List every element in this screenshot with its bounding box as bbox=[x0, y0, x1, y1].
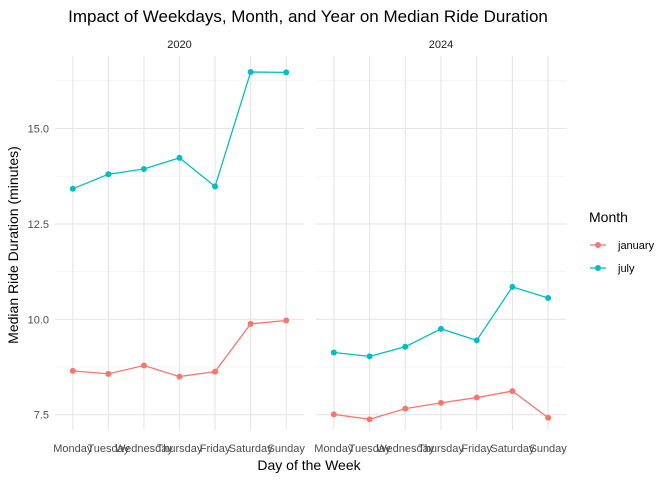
x-tick-label-monday: Monday bbox=[53, 443, 93, 455]
x-axis-title: Day of the Week bbox=[257, 457, 361, 473]
legend-item-july: july bbox=[590, 263, 635, 275]
legend-label-july: july bbox=[617, 263, 635, 275]
data-point-january-tuesday bbox=[105, 370, 112, 377]
data-point-january-thursday bbox=[438, 399, 444, 406]
data-point-january-thursday bbox=[176, 373, 183, 380]
x-tick-label-saturday: Saturday bbox=[490, 443, 535, 455]
legend-item-january: january bbox=[590, 240, 655, 252]
data-point-july-saturday bbox=[247, 69, 254, 76]
facet-panel-2024: 2024 MondayTuesdayWednesdayThursdayFriday… bbox=[314, 39, 567, 455]
legend-title: Month bbox=[589, 209, 628, 225]
x-tick-label-wednesday: Wednesday bbox=[376, 443, 434, 455]
data-point-january-saturday bbox=[247, 320, 254, 327]
data-point-july-friday bbox=[212, 183, 219, 190]
data-point-july-wednesday bbox=[140, 165, 147, 172]
data-point-july-sunday bbox=[283, 69, 290, 76]
x-tick-label-monday: Monday bbox=[314, 443, 354, 455]
y-tick-label: 10.0 bbox=[28, 314, 49, 326]
data-point-january-friday bbox=[212, 368, 219, 375]
y-tick-label: 15.0 bbox=[28, 124, 49, 136]
x-tick-label-friday: Friday bbox=[461, 443, 492, 455]
x-tick-label-saturday: Saturday bbox=[229, 443, 274, 455]
data-point-january-sunday bbox=[283, 317, 290, 324]
x-tick-label-friday: Friday bbox=[200, 443, 231, 455]
data-point-january-friday bbox=[473, 394, 480, 401]
facet-label-2020: 2020 bbox=[167, 39, 191, 51]
y-tick-label: 12.5 bbox=[28, 219, 49, 231]
legend: Month january july bbox=[589, 209, 655, 275]
data-point-july-tuesday bbox=[366, 353, 373, 360]
chart-title: Impact of Weekdays, Month, and Year on M… bbox=[68, 7, 548, 26]
data-point-january-sunday bbox=[545, 414, 552, 421]
data-point-july-wednesday bbox=[402, 343, 409, 350]
legend-label-january: january bbox=[617, 240, 655, 252]
data-point-july-tuesday bbox=[105, 171, 112, 178]
x-tick-label-thursday: Thursday bbox=[157, 443, 203, 455]
data-point-january-wednesday bbox=[402, 405, 409, 412]
x-tick-label-tuesday: Tuesday bbox=[349, 443, 391, 455]
x-tick-label-sunday: Sunday bbox=[529, 443, 567, 455]
x-tick-label-thursday: Thursday bbox=[418, 443, 464, 455]
data-point-july-saturday bbox=[509, 283, 516, 290]
data-point-january-monday bbox=[69, 367, 76, 374]
x-tick-label-sunday: Sunday bbox=[268, 443, 306, 455]
data-point-january-saturday bbox=[509, 388, 516, 395]
chart-panels: 2020MondayTuesdayWednesdayThursdayFriday… bbox=[28, 39, 568, 455]
facet-panel-2020: 2020 MondayTuesdayWednesdayThursdayFriday… bbox=[53, 39, 305, 455]
legend-key-point-july bbox=[595, 265, 601, 271]
legend-key-point-january bbox=[595, 242, 601, 248]
data-point-july-monday bbox=[69, 185, 76, 192]
data-point-july-thursday bbox=[176, 154, 183, 161]
data-point-july-sunday bbox=[545, 294, 552, 301]
y-axis-title: Median Ride Duration (minutes) bbox=[5, 146, 21, 344]
legend-items: january july bbox=[590, 240, 655, 275]
data-point-july-friday bbox=[473, 337, 480, 344]
y-tick-label: 7.5 bbox=[34, 410, 49, 422]
data-point-january-wednesday bbox=[140, 362, 147, 369]
data-point-january-monday bbox=[330, 411, 337, 418]
data-point-july-monday bbox=[330, 349, 337, 356]
facet-label-2024: 2024 bbox=[429, 39, 453, 51]
data-point-july-thursday bbox=[438, 325, 444, 332]
x-tick-label-tuesday: Tuesday bbox=[87, 443, 129, 455]
x-tick-label-wednesday: Wednesday bbox=[115, 443, 173, 455]
data-point-january-tuesday bbox=[366, 416, 373, 423]
